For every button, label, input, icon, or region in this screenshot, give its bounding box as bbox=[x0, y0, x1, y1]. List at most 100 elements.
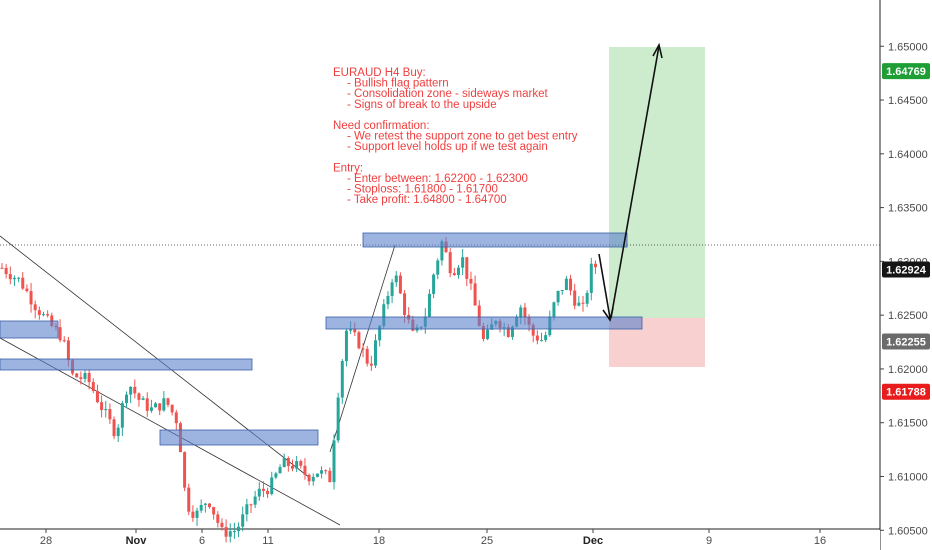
candle-body bbox=[241, 514, 245, 527]
price-marker-entry bbox=[882, 333, 930, 350]
candle-body bbox=[8, 274, 12, 280]
support-zone-mid[interactable] bbox=[159, 429, 319, 446]
candle-body bbox=[556, 291, 560, 303]
candle-body bbox=[29, 291, 33, 305]
candle-body bbox=[378, 325, 382, 341]
candle-body bbox=[382, 304, 386, 326]
flag-resistance-zone[interactable] bbox=[362, 232, 628, 248]
candle-body bbox=[544, 335, 548, 341]
candle-body bbox=[481, 325, 485, 339]
candle-body bbox=[486, 329, 490, 339]
candle-body bbox=[340, 361, 344, 398]
candle-body bbox=[145, 398, 149, 411]
time-axis-background[interactable] bbox=[0, 530, 880, 550]
resistance-zone-left[interactable] bbox=[0, 320, 59, 339]
candle-body bbox=[349, 329, 353, 331]
candle-body bbox=[465, 257, 469, 279]
candle-body bbox=[120, 403, 124, 428]
price-marker-label: 1.62255 bbox=[886, 337, 926, 349]
price-tick-label: 1.65000 bbox=[888, 41, 928, 53]
candle-body bbox=[303, 465, 307, 475]
candle-body bbox=[564, 278, 568, 290]
candle-body bbox=[452, 273, 456, 275]
annotation-line: - Signs of break to the upside bbox=[347, 99, 497, 111]
annotation-line: - Bullish flag pattern bbox=[347, 78, 449, 90]
candle-body bbox=[174, 412, 178, 424]
candle-body bbox=[116, 427, 120, 437]
annotation-line: - Enter between: 1.62200 - 1.62300 bbox=[347, 173, 528, 185]
candle-body bbox=[274, 473, 278, 478]
support-zone-left[interactable] bbox=[0, 358, 253, 371]
candle-body bbox=[573, 290, 577, 306]
candle-body bbox=[361, 348, 365, 350]
candle-body bbox=[365, 348, 369, 364]
candle-body bbox=[249, 504, 253, 506]
candle-body bbox=[125, 394, 128, 404]
price-tick-label: 1.64500 bbox=[888, 95, 928, 107]
price-marker-take-profit bbox=[882, 63, 930, 80]
annotation-line: - Take profit: 1.64800 - 1.64700 bbox=[347, 194, 507, 206]
candle-body bbox=[266, 490, 270, 495]
candle-body bbox=[75, 373, 79, 378]
time-tick-label: Dec bbox=[583, 535, 603, 547]
price-tick-label: 1.62500 bbox=[888, 310, 928, 322]
candle-body bbox=[208, 503, 211, 508]
candle-body bbox=[108, 409, 112, 420]
time-tick-label: 6 bbox=[199, 535, 205, 547]
candle-body bbox=[473, 283, 477, 306]
candle-body bbox=[291, 465, 294, 469]
candle-body bbox=[12, 277, 16, 280]
candle-body bbox=[577, 302, 581, 306]
candle-body bbox=[261, 488, 265, 491]
breakout-arrow-head bbox=[652, 42, 663, 59]
candle-body bbox=[199, 504, 203, 511]
candle-body bbox=[83, 373, 87, 379]
candle-body bbox=[593, 263, 597, 268]
price-tick-label: 1.63500 bbox=[888, 203, 928, 215]
time-tick-label: 16 bbox=[814, 535, 826, 547]
price-tick-label: 1.61500 bbox=[888, 418, 928, 430]
trade-annotation[interactable]: EURAUD H4 Buy: - Bullish flag pattern - Co… bbox=[333, 67, 578, 206]
candle-body bbox=[237, 526, 241, 532]
candle-body bbox=[91, 382, 95, 392]
breakout-arrow[interactable] bbox=[610, 45, 660, 319]
candle-body bbox=[540, 340, 543, 342]
candle-body bbox=[100, 402, 104, 411]
candle-body bbox=[286, 457, 290, 466]
price-marker-label: 1.61788 bbox=[886, 387, 926, 399]
candle-body bbox=[66, 340, 70, 361]
annotation-line: - Stoploss: 1.61800 - 1.61700 bbox=[347, 184, 498, 196]
candle-body bbox=[369, 363, 373, 366]
candle-body bbox=[257, 488, 261, 497]
candle-body bbox=[552, 302, 556, 317]
annotation-line: EURAUD H4 Buy: bbox=[333, 67, 426, 79]
retest-arrow[interactable] bbox=[598, 253, 611, 319]
candle-body bbox=[253, 496, 257, 505]
candle-body bbox=[228, 531, 232, 537]
candle-body bbox=[21, 277, 25, 289]
candle-body bbox=[166, 398, 170, 405]
candle-body bbox=[112, 419, 116, 437]
candle-body bbox=[4, 267, 8, 275]
candle-body bbox=[328, 470, 332, 483]
candle-body bbox=[224, 527, 228, 537]
candle-body bbox=[141, 398, 145, 400]
candle-body bbox=[315, 473, 319, 477]
candle-body bbox=[33, 304, 37, 311]
flag-support-zone[interactable] bbox=[325, 316, 643, 330]
time-tick-label: 9 bbox=[706, 535, 712, 547]
candle-body bbox=[320, 470, 324, 474]
candle-body bbox=[149, 407, 153, 411]
candle-body bbox=[95, 391, 99, 403]
candle-body bbox=[104, 409, 108, 411]
time-tick-label: 28 bbox=[40, 535, 52, 547]
candle-body bbox=[581, 302, 585, 304]
candle-body bbox=[162, 398, 166, 411]
candle-body bbox=[37, 310, 41, 315]
candle-body bbox=[295, 461, 299, 469]
candle-body bbox=[245, 504, 249, 515]
candle-body bbox=[394, 275, 398, 283]
candlestick-series bbox=[0, 237, 597, 543]
profit-zone[interactable] bbox=[609, 47, 705, 318]
